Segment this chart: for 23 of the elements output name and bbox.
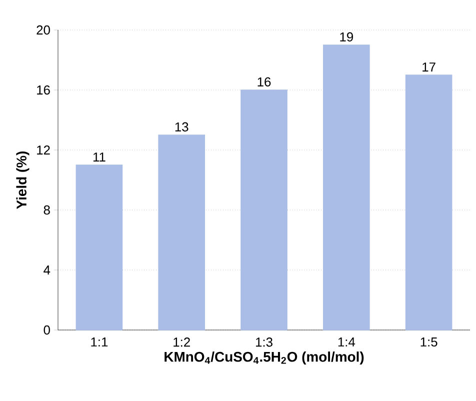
y-tick-label: 0	[44, 325, 50, 335]
y-axis-title: Yield (%)	[16, 152, 30, 209]
bar	[405, 74, 452, 330]
bar	[323, 44, 370, 330]
y-tick-label: 12	[37, 145, 50, 155]
data-label: 16	[258, 77, 271, 86]
x-tick-label: 1:4	[338, 338, 356, 346]
bar	[158, 134, 205, 330]
x-tick-label: 1:1	[91, 338, 108, 346]
bar	[240, 90, 288, 330]
bar	[76, 164, 123, 330]
y-tick-label: 16	[37, 85, 50, 95]
data-label: 11	[93, 152, 106, 162]
x-tick-label: 1:5	[420, 338, 438, 347]
x-tick-label: 1:2	[174, 338, 190, 347]
data-label: 13	[175, 122, 188, 132]
y-tick-label: 4	[44, 266, 50, 274]
y-tick-label: 20	[36, 25, 50, 35]
x-tick-label: 1:3	[256, 338, 272, 347]
data-label: 19	[340, 32, 353, 42]
data-label: 17	[422, 62, 436, 72]
text: KMnO$_{4}$/CuSO$_{4}$.5H$_{2}$O (mol/mol)	[164, 352, 364, 365]
y-tick-label: 8	[44, 205, 50, 215]
